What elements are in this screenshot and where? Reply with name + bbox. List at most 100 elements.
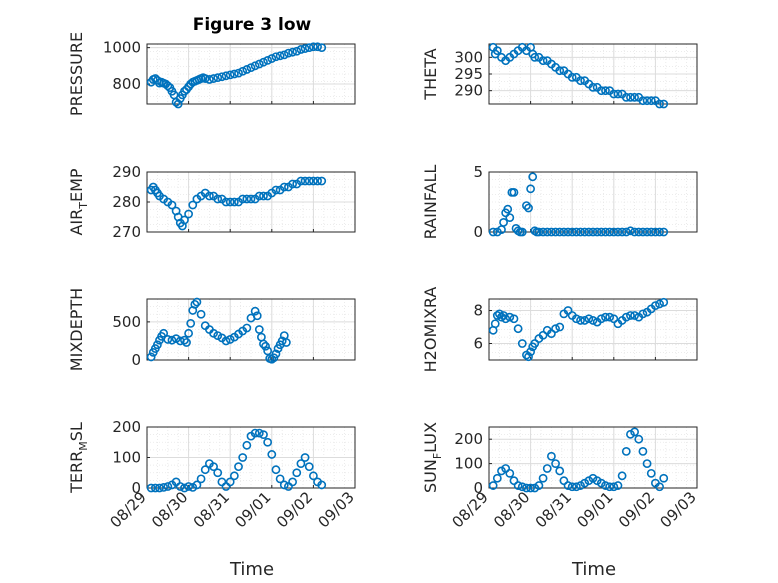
data-point: [150, 483, 160, 493]
y-axis-label: RAINFALL: [421, 165, 440, 240]
data-point: [621, 312, 631, 322]
y-tick-label: 295: [454, 65, 483, 83]
data-point: [288, 47, 297, 57]
data-point: [638, 446, 648, 456]
data-point: [213, 468, 223, 478]
data-point: [513, 324, 523, 334]
data-point: [497, 312, 506, 322]
data-point: [605, 482, 615, 492]
data-point: [292, 468, 302, 478]
data-point: [580, 316, 590, 325]
y-tick-label: 270: [112, 223, 141, 241]
data-point: [621, 227, 631, 237]
data-point: [499, 217, 508, 227]
data-point: [517, 227, 527, 237]
data-point: [296, 459, 306, 468]
data-point: [617, 471, 627, 481]
data-point: [190, 299, 200, 309]
data-point: [252, 311, 262, 321]
data-point: [234, 68, 243, 78]
data-point: [505, 468, 515, 478]
data-point: [488, 481, 498, 490]
data-point: [601, 481, 610, 490]
data-point: [263, 55, 273, 65]
data-point: [613, 89, 623, 99]
data-point: [609, 89, 619, 99]
data-point: [526, 347, 535, 357]
data-point: [184, 209, 193, 219]
data-point: [490, 319, 500, 329]
data-point: [659, 473, 669, 483]
data-point: [642, 459, 652, 468]
data-point: [277, 336, 287, 346]
data-point: [576, 316, 585, 325]
y-axis-label: THETA: [421, 48, 440, 100]
data-point: [638, 309, 648, 319]
data-point: [567, 227, 577, 237]
axes-box: [146, 298, 356, 361]
data-point: [146, 352, 156, 362]
data-point: [492, 473, 502, 483]
data-point: [522, 483, 531, 493]
data-point: [221, 197, 231, 207]
data-point: [180, 335, 189, 345]
data-point: [567, 72, 577, 82]
data-point: [242, 323, 252, 333]
y-tick-label: 100: [112, 449, 141, 467]
data-point: [159, 482, 169, 492]
data-point: [524, 203, 533, 213]
data-point: [267, 450, 277, 459]
data-point: [638, 96, 648, 106]
y-tick-label: 290: [112, 163, 141, 181]
data-point: [634, 434, 644, 444]
y-tick-label: 290: [454, 82, 483, 100]
data-point: [204, 75, 214, 84]
data-point: [300, 453, 310, 462]
y-tick-label: 200: [112, 418, 141, 436]
data-point: [281, 338, 291, 347]
data-point: [613, 481, 623, 490]
data-point: [267, 354, 277, 364]
data-point: [613, 227, 623, 237]
y-tick-label: 0: [473, 479, 483, 497]
data-point: [580, 227, 590, 237]
data-point: [192, 297, 202, 307]
data-point: [609, 482, 619, 492]
data-point: [517, 339, 527, 348]
data-point: [300, 44, 310, 53]
data-point: [596, 314, 606, 324]
data-point: [196, 474, 206, 484]
data-point: [246, 63, 256, 73]
data-point: [651, 227, 660, 237]
data-point: [605, 227, 615, 237]
data-point: [209, 74, 218, 83]
data-point: [601, 312, 610, 322]
data-point: [213, 194, 223, 204]
data-point: [626, 226, 635, 236]
data-point: [563, 481, 573, 490]
data-point: [588, 82, 598, 92]
data-point: [517, 482, 527, 492]
y-tick-label: 0: [473, 223, 483, 241]
data-point: [576, 76, 585, 86]
data-point: [271, 349, 281, 359]
data-point: [163, 81, 173, 91]
y-axis-label: H2OMIXRA: [421, 287, 440, 373]
data-point: [576, 227, 585, 237]
data-point: [538, 473, 548, 483]
data-point: [200, 465, 210, 475]
data-point: [271, 52, 281, 62]
data-point: [279, 182, 289, 192]
data-point: [646, 227, 656, 237]
data-point: [555, 66, 565, 76]
data-point: [186, 318, 196, 328]
data-point: [234, 462, 243, 472]
data-point: [542, 464, 552, 473]
data-point: [621, 446, 631, 456]
y-tick-label: 800: [112, 75, 141, 93]
data-point: [526, 184, 535, 194]
data-point: [238, 66, 248, 76]
data-point: [308, 471, 318, 481]
data-point: [547, 227, 556, 237]
